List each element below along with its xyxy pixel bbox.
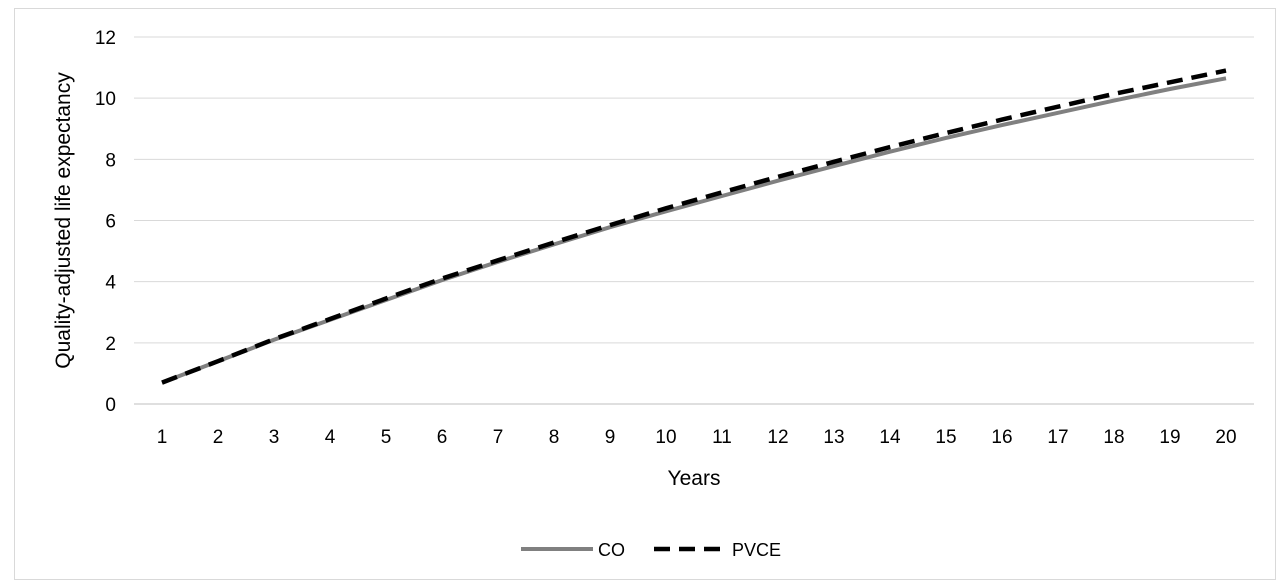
x-tick-label: 9 <box>605 427 616 448</box>
x-tick-label: 19 <box>1159 427 1180 448</box>
y-axis-ticks: 0 2 4 6 8 10 12 <box>95 28 117 416</box>
gridlines <box>134 36 1254 405</box>
x-tick-label: 15 <box>935 427 956 448</box>
y-tick-label: 10 <box>95 89 116 110</box>
x-tick-label: 8 <box>549 427 560 448</box>
x-tick-label: 13 <box>823 427 844 448</box>
x-axis-ticks: 1 2 3 4 5 6 7 8 9 10 11 12 13 14 15 16 17 18 19 20 <box>157 427 1237 448</box>
y-tick-label: 0 <box>105 395 116 416</box>
x-tick-label: 1 <box>157 427 168 448</box>
x-tick-label: 14 <box>879 427 901 448</box>
x-tick-label: 6 <box>437 427 448 448</box>
legend-label-pvce: PVCE <box>732 540 781 560</box>
x-tick-label: 12 <box>767 427 788 448</box>
x-axis-title: Years <box>668 467 721 490</box>
x-tick-label: 17 <box>1047 427 1068 448</box>
x-tick-label: 5 <box>381 427 392 448</box>
y-axis-title: Quality-adjusted life expectancy <box>52 72 75 369</box>
x-tick-label: 16 <box>991 427 1012 448</box>
x-tick-label: 3 <box>269 427 280 448</box>
series-line-co <box>161 76 1227 385</box>
series-lines <box>161 68 1227 385</box>
x-tick-label: 2 <box>213 427 224 448</box>
y-tick-label: 12 <box>95 28 116 49</box>
x-tick-label: 10 <box>655 427 676 448</box>
y-tick-label: 6 <box>105 212 116 233</box>
legend-label-co: CO <box>598 540 625 560</box>
legend: CO PVCE <box>521 540 781 560</box>
x-tick-label: 4 <box>325 427 336 448</box>
x-tick-label: 11 <box>712 427 732 448</box>
x-tick-label: 18 <box>1103 427 1124 448</box>
y-tick-label: 2 <box>105 334 116 355</box>
y-tick-label: 4 <box>105 273 116 294</box>
chart-frame <box>14 8 1276 580</box>
x-tick-label: 20 <box>1215 427 1236 448</box>
x-tick-label: 7 <box>493 427 504 448</box>
series-line-pvce <box>161 68 1227 385</box>
y-tick-label: 8 <box>105 150 116 171</box>
